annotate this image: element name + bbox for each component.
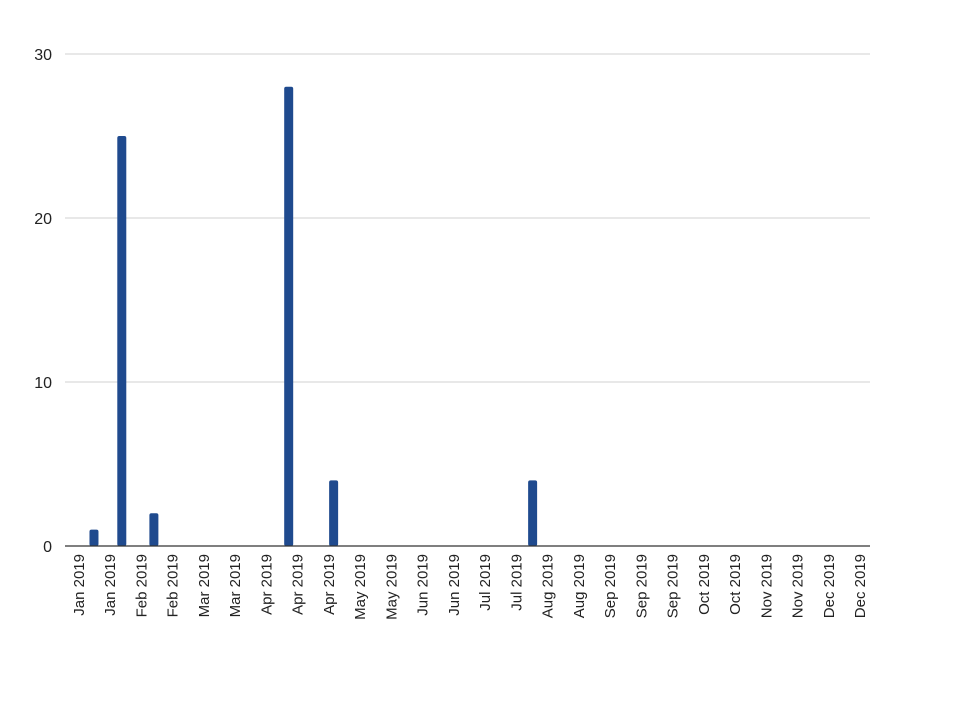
bar	[117, 136, 127, 546]
x-tick-label: May 2019	[383, 554, 400, 620]
y-tick-label: 0	[43, 539, 52, 556]
x-tick-label: May 2019	[352, 554, 369, 620]
x-tick-label: Feb 2019	[133, 554, 150, 617]
x-tick-label: Oct 2019	[696, 554, 713, 615]
x-tick-label: Mar 2019	[227, 554, 244, 617]
bars-layer	[89, 86, 538, 547]
x-tick-label: Dec 2019	[821, 554, 838, 618]
x-tick-label: Apr 2019	[290, 554, 307, 615]
y-axis-ticks: 0 10 20 30	[34, 47, 52, 556]
x-tick-label: Jun 2019	[446, 554, 463, 616]
x-tick-label: Jan 2019	[71, 554, 88, 616]
y-tick-label: 10	[34, 375, 52, 392]
x-tick-label: Sep 2019	[665, 554, 682, 618]
x-tick-label: Nov 2019	[758, 554, 775, 618]
bar	[284, 86, 294, 547]
x-tick-label: Apr 2019	[321, 554, 338, 615]
bar	[528, 480, 538, 546]
x-tick-label: Mar 2019	[196, 554, 213, 617]
x-tick-label: Jul 2019	[508, 554, 525, 611]
x-tick-label: Jun 2019	[415, 554, 432, 616]
x-tick-label: Apr 2019	[258, 554, 275, 615]
x-tick-label: Sep 2019	[633, 554, 650, 618]
y-tick-label: 30	[34, 47, 52, 64]
x-tick-label: Jul 2019	[477, 554, 494, 611]
x-tick-label: Nov 2019	[790, 554, 807, 618]
x-tick-label: Dec 2019	[852, 554, 869, 618]
bar	[149, 513, 159, 546]
y-tick-label: 20	[34, 211, 52, 228]
grid-layer	[65, 53, 870, 383]
x-tick-label: Feb 2019	[165, 554, 182, 617]
bar	[329, 480, 339, 546]
x-tick-label: Sep 2019	[602, 554, 619, 618]
x-tick-label: Oct 2019	[727, 554, 744, 615]
bar	[89, 529, 99, 546]
x-tick-label: Jan 2019	[102, 554, 119, 616]
x-tick-label: Aug 2019	[540, 554, 557, 618]
x-tick-label: Aug 2019	[571, 554, 588, 618]
x-axis-ticks: Jan 2019 Jan 2019 Feb 2019 Feb 2019 Mar 2019…	[71, 554, 869, 620]
